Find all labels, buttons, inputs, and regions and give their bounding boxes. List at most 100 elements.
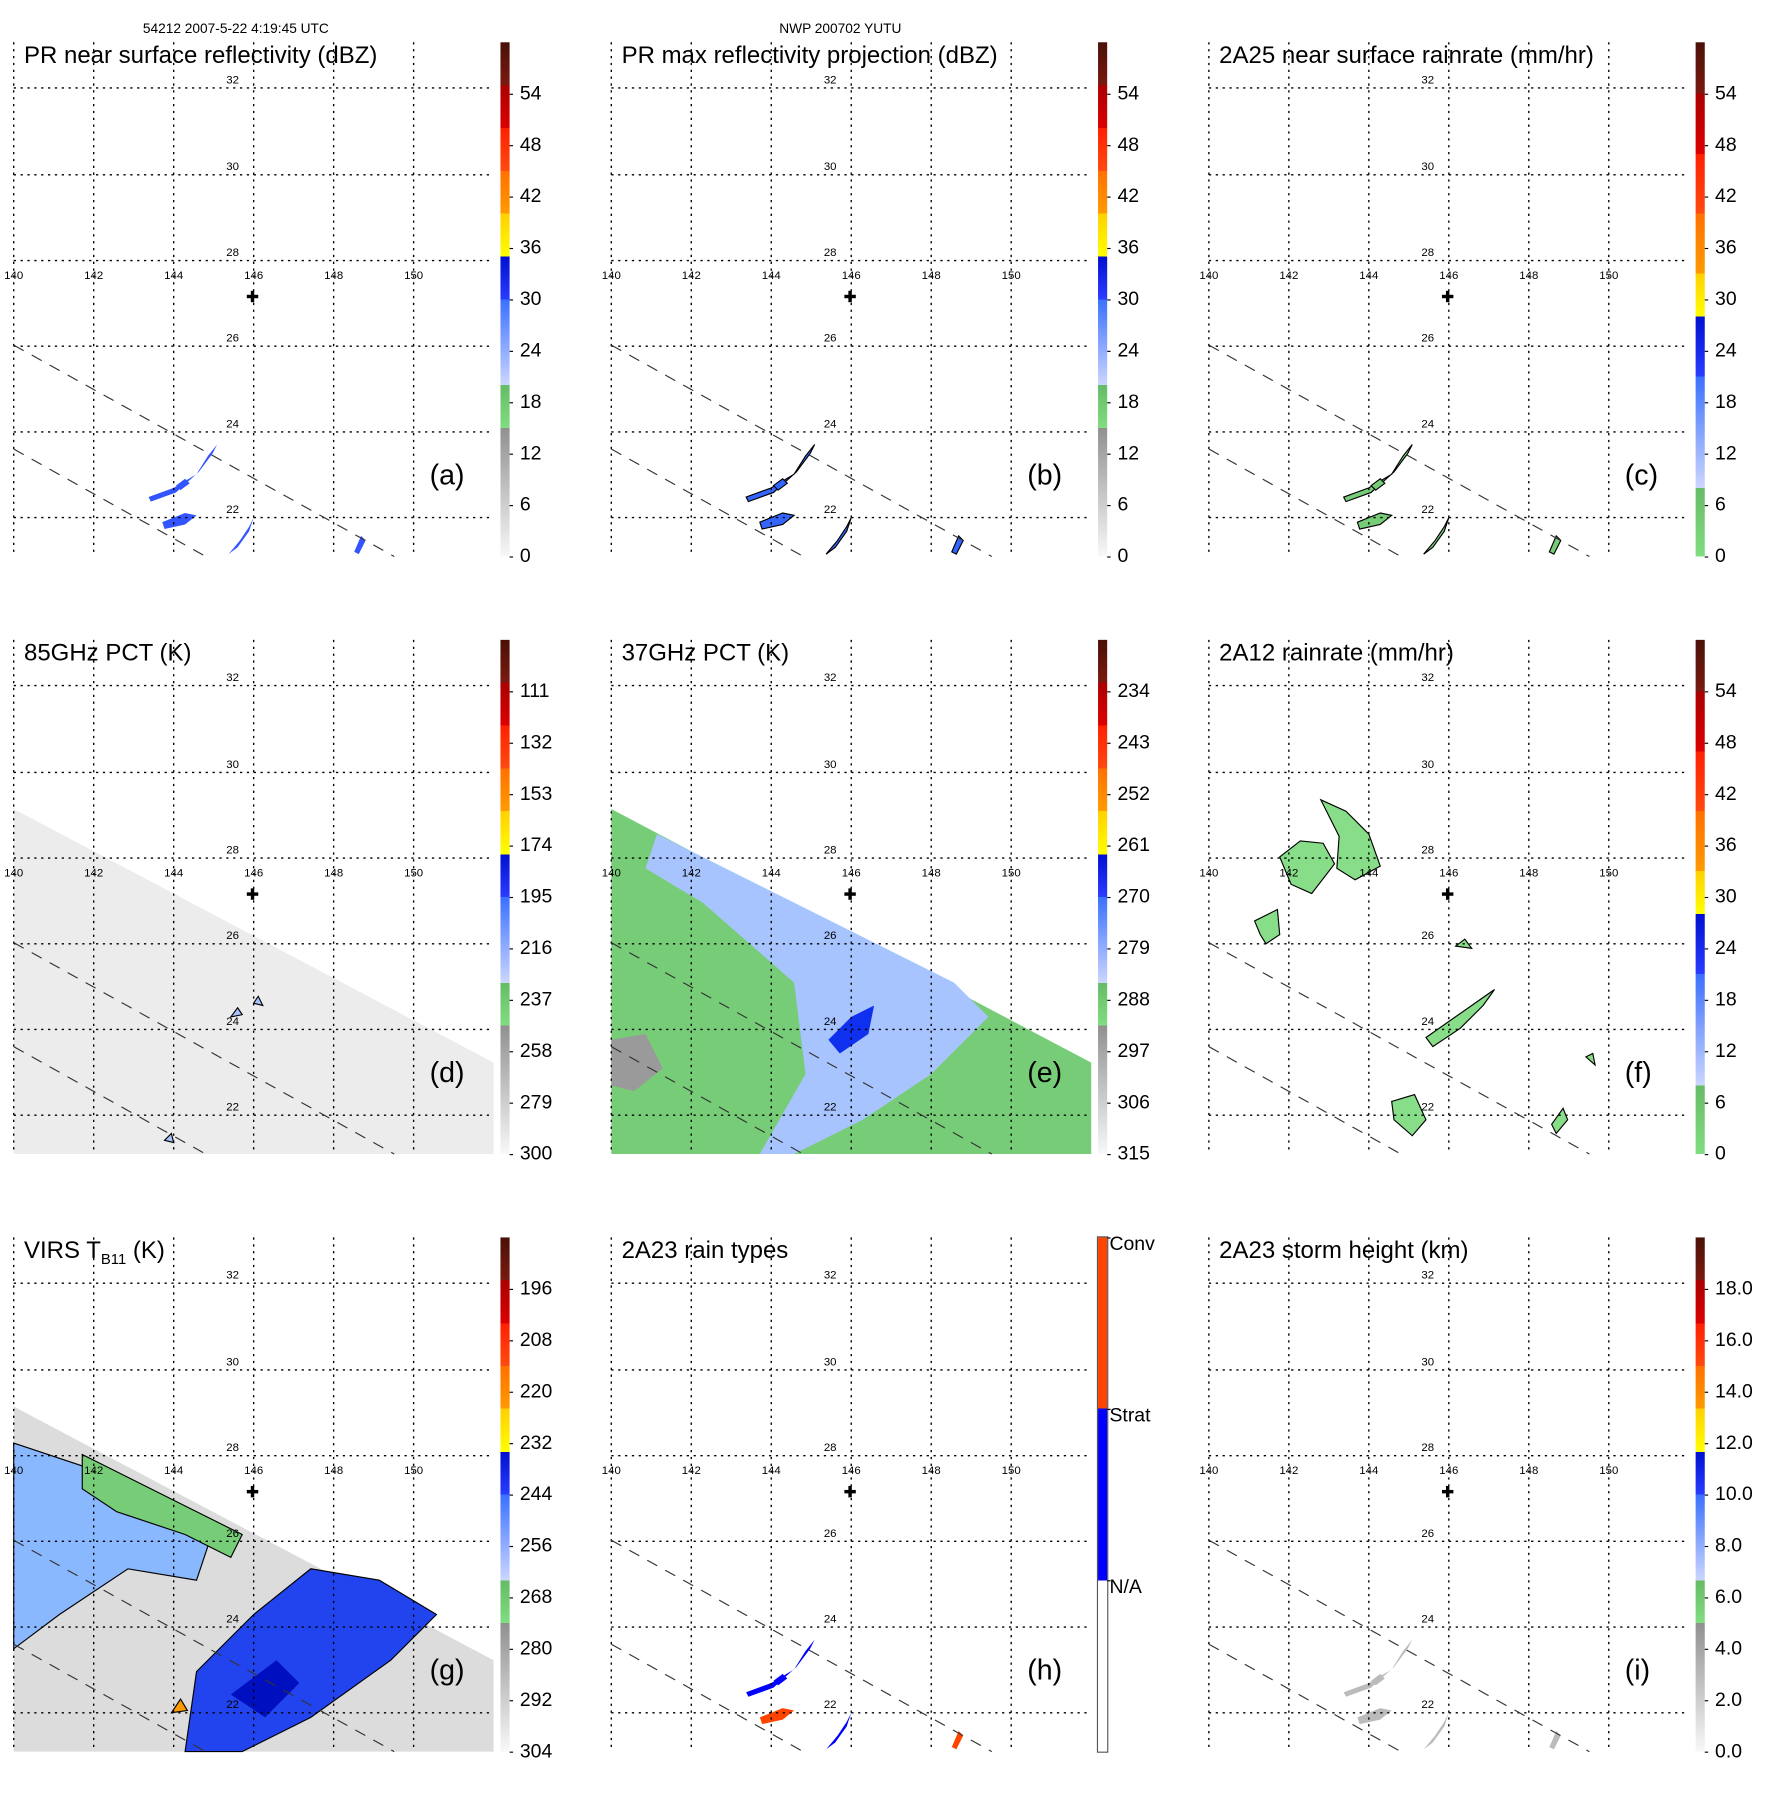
colorbar-label: 42 (519, 185, 542, 207)
latitude-label: 26 (1421, 930, 1435, 943)
colorbar-tick (1704, 453, 1709, 455)
longitude-label: 146 (841, 1464, 861, 1478)
longitude-label: 140 (601, 1464, 621, 1478)
precip-cell (1343, 1639, 1413, 1697)
map-plot (1208, 639, 1689, 1155)
map-plot (610, 42, 1092, 557)
longitude-label: 142 (84, 867, 104, 880)
colorbar-tick (1107, 1408, 1111, 1410)
latitude-label: 22 (823, 1101, 837, 1115)
cold-cell (252, 995, 264, 1007)
latitude-label: 24 (823, 418, 837, 431)
colorbar-label: Strat (1109, 1404, 1151, 1426)
panel-title: 2A12 rainrate (mm/hr) (1219, 639, 1454, 667)
panel-a: 140 142 144 146 148 150 32 30 28 26 24 22 PR near su… (0, 0, 598, 598)
storm-center-icon (1441, 290, 1454, 303)
colorbar-label: 24 (1715, 339, 1737, 362)
colorbar-tick (509, 1700, 514, 1702)
colorbar-tick (509, 1154, 514, 1156)
longitude-label: 146 (841, 269, 861, 283)
colorbar-tick (1107, 691, 1111, 693)
colorbar-tick (1704, 196, 1709, 198)
colorbar-label: 111 (519, 679, 550, 702)
colorbar-tick (1704, 505, 1709, 507)
longitude-label: 150 (1001, 867, 1021, 880)
colorbar-tick (1704, 1288, 1709, 1290)
colorbar-tick (1704, 1545, 1709, 1548)
pr-swath-edge (13, 1643, 206, 1753)
longitude-label: 150 (1599, 1464, 1619, 1478)
colorbar-tick (509, 948, 514, 950)
longitude-label: 140 (1199, 269, 1219, 283)
latitude-label: 26 (823, 332, 837, 346)
colorbar-tick (1107, 453, 1111, 455)
panel-g: 140 142 144 146 148 150 32 30 28 26 24 22 VIRS TB11 … (0, 1195, 598, 1793)
latitude-label: 30 (1421, 161, 1435, 174)
colorbar-tick (1704, 794, 1709, 796)
storm-center-icon (844, 290, 856, 303)
colorbar-tick (1107, 1051, 1111, 1053)
colorbar-tick (1107, 948, 1111, 950)
map-area: 140 142 144 146 148 150 32 30 28 26 24 22 (1199, 1237, 1689, 1753)
colorbar-label: 18.0 (1715, 1277, 1753, 1300)
colorbar-label: 244 (519, 1483, 553, 1505)
colorbar-label: 132 (519, 731, 553, 753)
precip-cell (951, 1731, 964, 1750)
panel-d: 140 142 144 146 148 150 32 30 28 26 24 22 85GHz PCT … (0, 598, 598, 1196)
precip-cell (162, 513, 197, 530)
longitude-label: 142 (84, 1464, 104, 1478)
colorbar-label: 256 (519, 1534, 553, 1557)
panel-b: 140 142 144 146 148 150 32 30 28 26 24 22 PR max ref… (598, 0, 1196, 598)
colorbar-label: 54 (1715, 82, 1737, 104)
latitude-label: 22 (1421, 1101, 1435, 1115)
latitude-label: 28 (226, 844, 239, 857)
colorbar-label: 54 (1117, 82, 1140, 104)
pr-swath-edge (13, 448, 206, 557)
latitude-label: 30 (823, 1356, 837, 1369)
colorbar-label: 306 (1117, 1091, 1150, 1113)
latitude-label: 26 (226, 332, 239, 346)
colorbar-tick (1107, 350, 1111, 352)
longitude-label: 142 (681, 1464, 701, 1478)
storm-name: NWP 200702 YUTU (779, 20, 902, 37)
colorbar-label: 2.0 (1715, 1688, 1743, 1711)
colorbar-tick (1704, 145, 1709, 147)
pr-swath-edge (611, 1539, 993, 1753)
precip-cell (228, 517, 254, 555)
colorbar-label: 6 (1715, 1091, 1726, 1113)
precip-cell (354, 535, 366, 555)
cold-region (645, 834, 989, 1155)
longitude-label: 150 (404, 867, 424, 880)
colorbar-tick (509, 1288, 514, 1290)
colorbar-tick (1107, 742, 1111, 744)
colorbar-tick (509, 1545, 514, 1548)
colorbar-tick (509, 1443, 514, 1445)
colorbar-tick (1704, 691, 1709, 693)
colorbar-label: 6 (1117, 493, 1129, 516)
map-plot (13, 639, 494, 1155)
precip-cell (772, 477, 789, 491)
colorbar-tick (1107, 845, 1111, 847)
colorbar-label: 12 (1117, 442, 1140, 464)
latitude-label: 28 (226, 1441, 239, 1455)
precip-cell (826, 1712, 852, 1750)
colorbar-tick (1107, 556, 1111, 558)
longitude-label: 146 (841, 867, 861, 880)
colorbar-tick (509, 691, 514, 693)
precip-cell (1423, 1712, 1449, 1750)
colorbar-label: 18 (1715, 988, 1737, 1011)
pr-swath-edge (1208, 942, 1590, 1155)
colorbar-label: 18 (1715, 390, 1737, 413)
precip-cell (1549, 1731, 1561, 1750)
colorbar-tick (1704, 999, 1709, 1001)
colorbar-label: 36 (1715, 834, 1737, 856)
rain-cell (1550, 1107, 1569, 1135)
colorbar-tick (509, 742, 514, 744)
colorbar (500, 42, 510, 557)
panel-letter: (c) (1624, 459, 1659, 492)
colorbar-label: 252 (1117, 782, 1150, 805)
colorbar-tick (509, 505, 514, 507)
latitude-label: 30 (226, 1356, 239, 1369)
longitude-label: 146 (1439, 1464, 1459, 1478)
